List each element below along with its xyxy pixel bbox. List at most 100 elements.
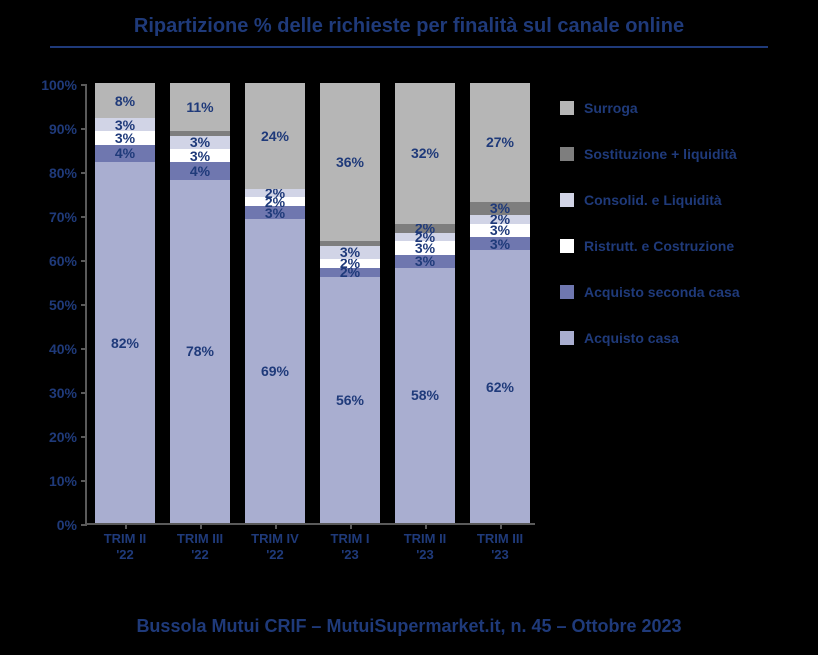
x-axis-tick [200, 523, 202, 529]
y-axis-tick-label: 60% [22, 253, 77, 269]
bar-value-label: 3% [95, 117, 155, 133]
y-axis-tick [81, 348, 87, 350]
legend-item: Surroga [560, 100, 800, 116]
bar-segment: 62% [470, 250, 530, 523]
bar-segment: 24% [245, 83, 305, 189]
bar-value-label: 78% [170, 343, 230, 359]
bar-value-label: 82% [95, 335, 155, 351]
bar-segment: 69% [245, 219, 305, 523]
legend-label: Acquisto seconda casa [584, 284, 740, 300]
title-underline [50, 46, 768, 48]
bar-segment: 3% [470, 237, 530, 250]
bar-value-label: 32% [395, 145, 455, 161]
chart-area: 0%10%20%30%40%50%60%70%80%90%100%82%4%3%… [85, 85, 535, 525]
bar-segment: 3% [95, 131, 155, 144]
legend: Surroga Sostituzione + liquidità Consolid.… [560, 100, 800, 376]
bar-group: 58%3%3%2%2%32%TRIM II'23 [395, 83, 455, 523]
bar-segment: 78% [170, 180, 230, 523]
legend-item: Consolid. e Liquidità [560, 192, 800, 208]
bar-value-label: 3% [320, 244, 380, 260]
bar-value-label: 11% [170, 99, 230, 115]
y-axis-tick [81, 436, 87, 438]
y-axis-tick-label: 90% [22, 121, 77, 137]
legend-item: Acquisto seconda casa [560, 284, 800, 300]
bar-segment [320, 241, 380, 245]
bar-segment: 36% [320, 83, 380, 241]
y-axis-tick-label: 10% [22, 473, 77, 489]
bar-segment: 3% [95, 118, 155, 131]
bar-segment: 27% [470, 83, 530, 202]
bar-segment: 2% [395, 224, 455, 233]
bar-value-label: 56% [320, 392, 380, 408]
legend-swatch [560, 147, 574, 161]
bar-segment [170, 131, 230, 135]
y-axis-tick [81, 392, 87, 394]
bar-segment: 82% [95, 162, 155, 523]
bar-segment: 32% [395, 83, 455, 224]
legend-swatch [560, 193, 574, 207]
legend-swatch [560, 101, 574, 115]
y-axis-tick [81, 172, 87, 174]
x-axis-label: TRIM II'22 [88, 531, 163, 562]
bar-value-label: 58% [395, 387, 455, 403]
y-axis-tick [81, 304, 87, 306]
bar-segment: 3% [470, 202, 530, 215]
x-axis-tick [275, 523, 277, 529]
y-axis-tick-label: 20% [22, 429, 77, 445]
y-axis-tick-label: 40% [22, 341, 77, 357]
chart-title: Ripartizione % delle richieste per final… [0, 0, 818, 46]
legend-label: Ristrutt. e Costruzione [584, 238, 734, 254]
y-axis-tick [81, 260, 87, 262]
legend-label: Acquisto casa [584, 330, 679, 346]
x-axis-tick [350, 523, 352, 529]
bar-value-label: 3% [170, 134, 230, 150]
bar-segment: 58% [395, 268, 455, 523]
bar-segment: 2% [245, 189, 305, 198]
x-axis-label: TRIM III'22 [163, 531, 238, 562]
x-axis-tick [425, 523, 427, 529]
legend-swatch [560, 239, 574, 253]
plot-region: 0%10%20%30%40%50%60%70%80%90%100%82%4%3%… [85, 85, 535, 525]
legend-item: Acquisto casa [560, 330, 800, 346]
chart-footer: Bussola Mutui CRIF – MutuiSupermarket.it… [0, 616, 818, 637]
y-axis-tick-label: 100% [22, 77, 77, 93]
y-axis-tick-label: 50% [22, 297, 77, 313]
bar-value-label: 4% [95, 145, 155, 161]
y-axis-tick [81, 216, 87, 218]
bar-group: 69%3%2%2%24%TRIM IV'22 [245, 83, 305, 523]
bar-segment: 3% [170, 149, 230, 162]
y-axis-tick [81, 128, 87, 130]
legend-item: Sostituzione + liquidità [560, 146, 800, 162]
legend-swatch [560, 285, 574, 299]
x-axis-tick [500, 523, 502, 529]
x-axis-label: TRIM II'23 [388, 531, 463, 562]
y-axis-tick [81, 480, 87, 482]
legend-label: Sostituzione + liquidità [584, 146, 737, 162]
x-axis-tick [125, 523, 127, 529]
bar-group: 78%4%3%3%11%TRIM III'22 [170, 83, 230, 523]
y-axis-tick-label: 70% [22, 209, 77, 225]
x-axis-label: TRIM IV'22 [238, 531, 313, 562]
bar-segment: 3% [170, 136, 230, 149]
y-axis-tick-label: 80% [22, 165, 77, 181]
x-axis-label: TRIM III'23 [463, 531, 538, 562]
bar-value-label: 8% [95, 93, 155, 109]
bar-value-label: 24% [245, 128, 305, 144]
legend-label: Consolid. e Liquidità [584, 192, 722, 208]
bar-segment: 4% [170, 162, 230, 180]
bar-value-label: 69% [245, 363, 305, 379]
bar-segment: 56% [320, 277, 380, 523]
bar-value-label: 3% [470, 200, 530, 216]
bar-group: 82%4%3%3%8%TRIM II'22 [95, 83, 155, 523]
x-axis-label: TRIM I'23 [313, 531, 388, 562]
bar-segment: 8% [95, 83, 155, 118]
y-axis-tick [81, 84, 87, 86]
y-axis-tick-label: 30% [22, 385, 77, 401]
bar-value-label: 62% [470, 379, 530, 395]
bar-group: 56%2%2%3%36%TRIM I'23 [320, 83, 380, 523]
bar-segment: 11% [170, 83, 230, 131]
bar-value-label: 4% [170, 163, 230, 179]
legend-label: Surroga [584, 100, 638, 116]
bar-segment: 3% [320, 246, 380, 259]
bar-group: 62%3%3%2%3%27%TRIM III'23 [470, 83, 530, 523]
